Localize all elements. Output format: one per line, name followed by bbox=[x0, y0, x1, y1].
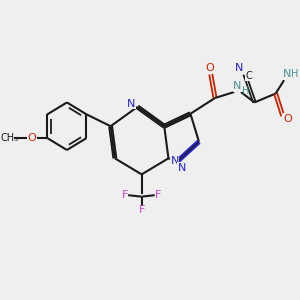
Text: F: F bbox=[155, 190, 161, 200]
Text: O: O bbox=[205, 63, 214, 73]
Text: H: H bbox=[291, 69, 298, 79]
Text: H: H bbox=[242, 85, 249, 96]
Text: O: O bbox=[28, 133, 36, 143]
Text: N: N bbox=[127, 99, 135, 109]
Text: N: N bbox=[178, 163, 186, 173]
Text: O: O bbox=[284, 114, 292, 124]
Text: CH₃: CH₃ bbox=[1, 133, 19, 143]
Text: N: N bbox=[233, 81, 242, 91]
Text: N: N bbox=[283, 69, 291, 79]
Text: N: N bbox=[170, 156, 179, 166]
Text: N: N bbox=[235, 63, 244, 73]
Text: F: F bbox=[122, 190, 128, 200]
Text: C: C bbox=[245, 71, 252, 81]
Text: F: F bbox=[139, 205, 145, 215]
